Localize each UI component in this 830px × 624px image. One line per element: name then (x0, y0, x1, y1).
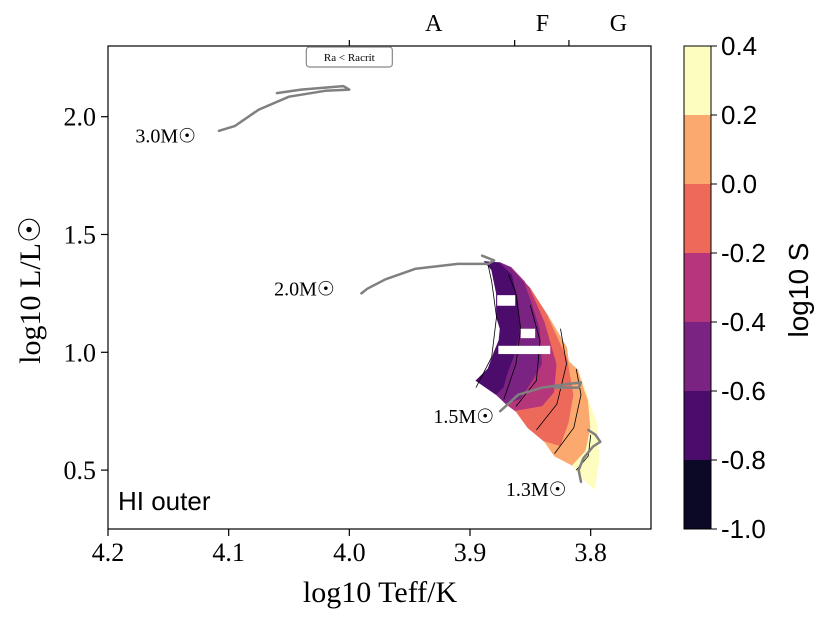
colorbar-segment (684, 253, 711, 322)
colorbar-tick-label: 0.4 (721, 31, 757, 61)
x-axis-ticks: 4.2 4.1 4.0 3.9 3.8 (92, 529, 607, 567)
colorbar-tick-label: -0.4 (721, 307, 766, 337)
colorbar-tick-label: 0.2 (721, 100, 757, 130)
ra-badge-label: Ra < Racrit (324, 52, 375, 64)
colorbar-frame (683, 45, 712, 530)
evolution-track (217, 84, 351, 133)
track-label: 1.5M☉ (433, 406, 494, 428)
spectral-class-label: G (610, 11, 627, 37)
heatmap-region (572, 370, 600, 490)
contour-line (503, 274, 522, 400)
evolution-track (360, 254, 496, 295)
heatmap-regions (475, 261, 600, 490)
colorbar-title: log10 S (783, 243, 814, 338)
colorbar-tick-label: -0.6 (721, 376, 766, 406)
gaps (497, 295, 551, 355)
track-label: 3.0M☉ (135, 126, 196, 148)
colorbar (684, 46, 711, 529)
y-tick-label: 1.5 (64, 220, 97, 249)
contour-line (475, 265, 497, 388)
track-labels: 3.0M☉ 2.0M☉ 1.5M☉ 1.3M☉ (135, 126, 566, 501)
plot-frame (107, 45, 652, 530)
x-tick-label: 4.0 (333, 538, 366, 567)
colorbar-tick-label: -0.8 (721, 445, 766, 475)
evolution-track (577, 428, 602, 484)
spectral-class-label: A (425, 11, 443, 37)
colorbar-segment (684, 184, 711, 253)
colorbar-segment (684, 391, 711, 460)
y-axis-title: log10 L/L☉ (14, 216, 47, 364)
colorbar-segment (684, 460, 711, 529)
x-tick-label: 3.8 (574, 538, 607, 567)
x-tick-label: 4.1 (212, 538, 245, 567)
y-tick-label: 1.0 (64, 338, 97, 367)
heatmap-gap (498, 345, 551, 355)
y-axis-ticks: 0.5 1.0 1.5 2.0 (64, 103, 108, 485)
evolution-track (498, 381, 583, 413)
panel-label: HI outer (118, 486, 211, 516)
colorbar-tick-label: 0.0 (721, 169, 757, 199)
ra-badge: Ra < Racrit (305, 46, 393, 68)
colorbar-ticks: -1.0 -0.8 -0.6 -0.4 -0.2 0.0 0.2 0.4 (711, 31, 766, 544)
colorbar-segment (684, 115, 711, 184)
track-label: 2.0M☉ (274, 279, 335, 301)
colorbar-segment (684, 322, 711, 391)
spectral-class-label: F (536, 11, 549, 37)
track-label: 1.3M☉ (506, 479, 567, 501)
ra-badge-box (305, 46, 393, 68)
heatmap-gap (497, 295, 516, 306)
colorbar-tick-label: -1.0 (721, 514, 766, 544)
x-tick-label: 4.2 (92, 538, 125, 567)
x-tick-label: 3.9 (454, 538, 487, 567)
y-tick-label: 0.5 (64, 456, 97, 485)
evolution-tracks (217, 84, 602, 484)
y-tick-label: 2.0 (64, 103, 97, 132)
colorbar-tick-label: -0.2 (721, 238, 766, 268)
heatmap-gap (520, 328, 536, 339)
x-axis-title: log10 Teff/K (303, 576, 458, 609)
colorbar-segment (684, 46, 711, 115)
